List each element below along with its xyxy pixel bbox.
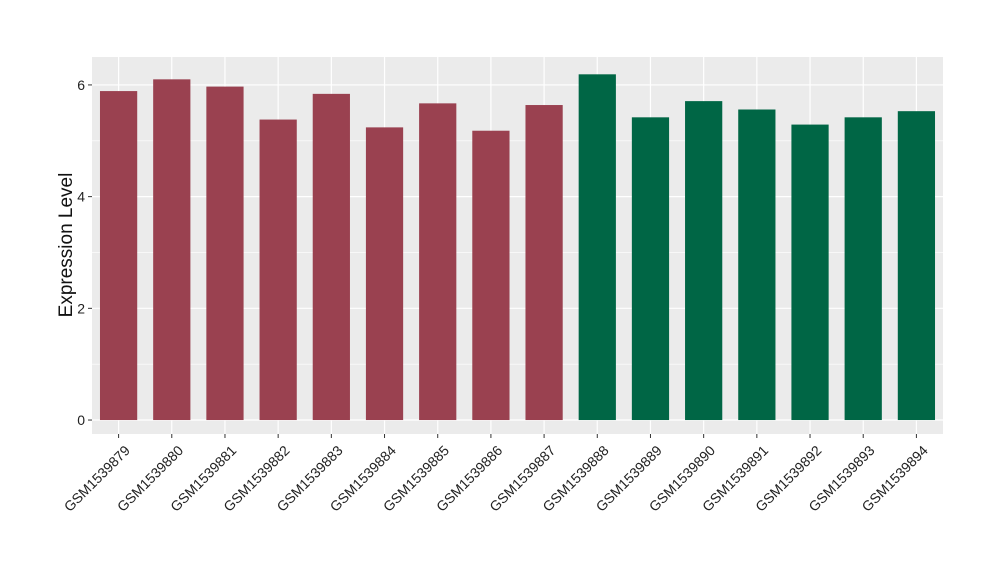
y-tick-label: 4 (77, 189, 85, 205)
bar-GSM1539889 (631, 117, 670, 421)
bar-GSM1539883 (312, 93, 350, 421)
bar-GSM1539884 (365, 127, 404, 421)
bar-GSM1539880 (153, 79, 191, 421)
bar-GSM1539879 (99, 91, 138, 421)
bar-GSM1539886 (472, 130, 510, 421)
y-tick-label: 2 (77, 300, 85, 316)
x-axis: GSM1539879GSM1539880GSM1539881GSM1539882… (61, 434, 931, 515)
y-tick-label: 6 (77, 77, 85, 93)
bar-GSM1539891 (738, 109, 776, 421)
bar-GSM1539887 (525, 105, 563, 421)
y-axis-title: Expression Level (56, 173, 77, 318)
bar-GSM1539882 (259, 119, 297, 421)
y-axis: 0 2 4 6 (77, 77, 92, 428)
bar-GSM1539894 (897, 111, 936, 421)
bar-GSM1539890 (685, 101, 723, 421)
y-tick-label: 0 (77, 412, 85, 428)
bar-GSM1539893 (844, 117, 882, 421)
bar-GSM1539888 (578, 74, 616, 421)
bars (99, 74, 936, 421)
bar-GSM1539885 (419, 103, 457, 421)
bar-GSM1539892 (791, 124, 829, 421)
bar-GSM1539881 (206, 86, 244, 421)
